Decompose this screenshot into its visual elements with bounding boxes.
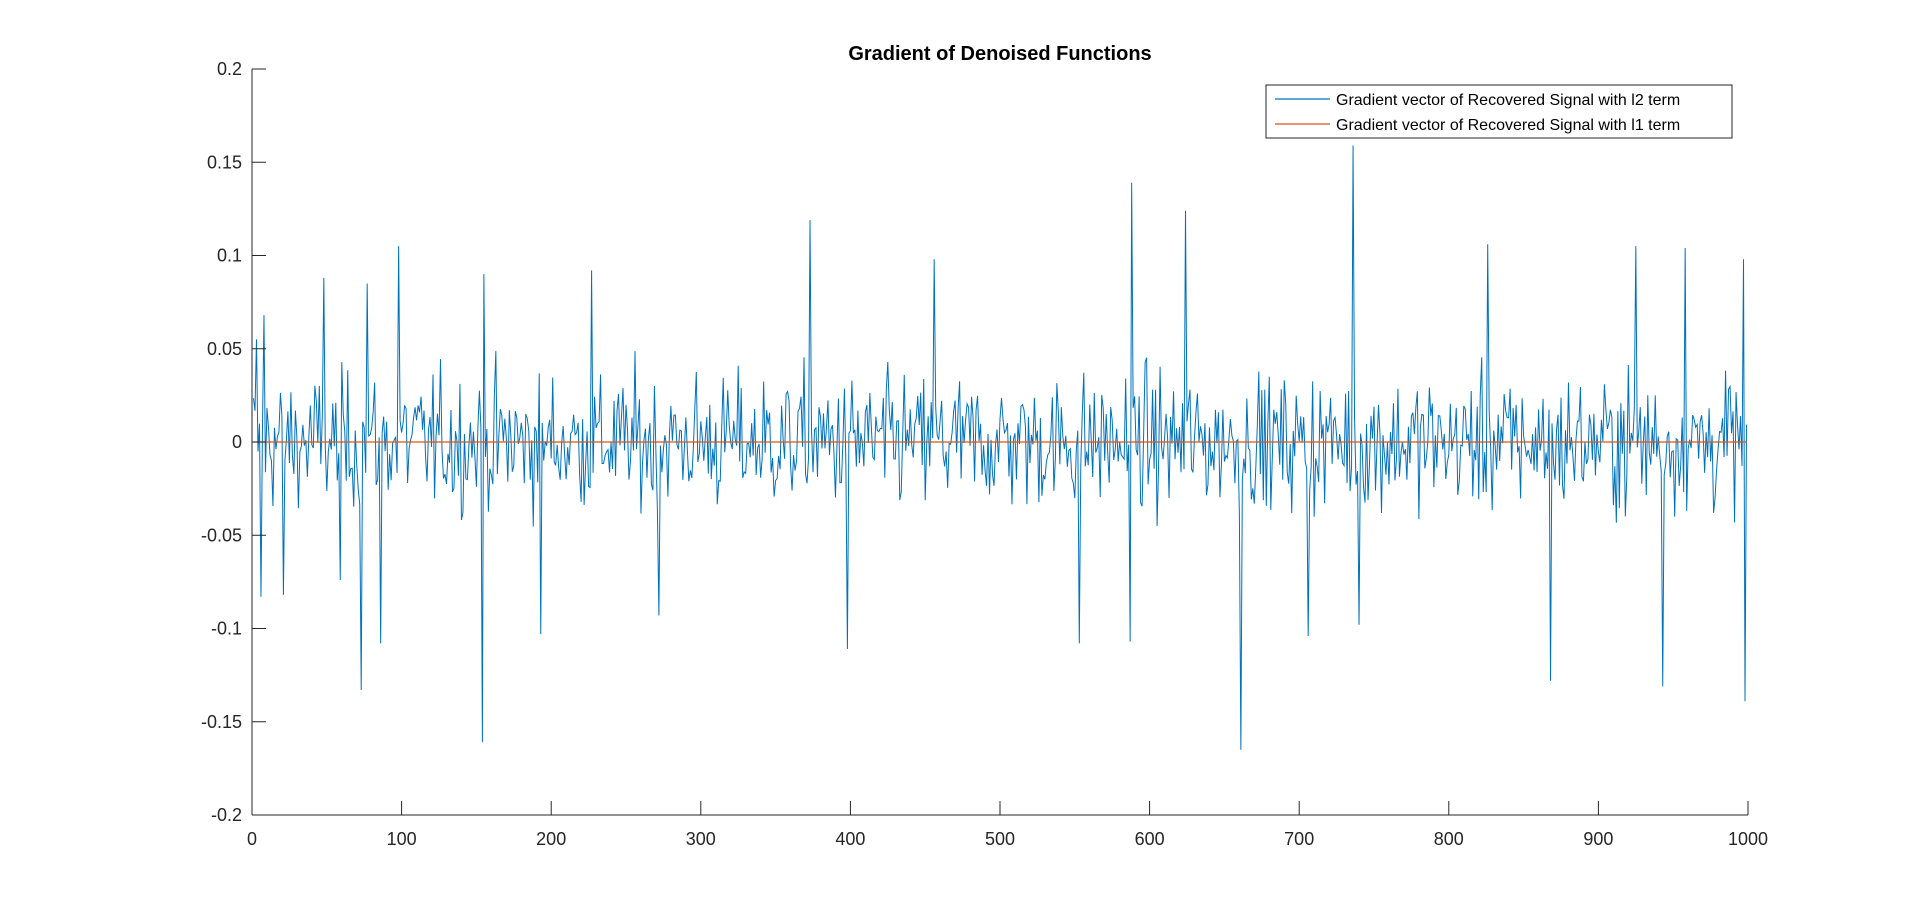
x-tick-label: 400 [835, 829, 865, 849]
x-tick-label: 0 [247, 829, 257, 849]
y-tick-label: -0.1 [211, 619, 242, 639]
y-tick-label: -0.2 [211, 805, 242, 825]
legend: Gradient vector of Recovered Signal with… [1265, 84, 1733, 139]
y-tick-label: 0.1 [217, 246, 242, 266]
legend-label-l1: Gradient vector of Recovered Signal with… [1336, 117, 1680, 134]
series-l2-line [253, 145, 1747, 750]
y-tick-label: 0.2 [217, 59, 242, 79]
x-tick-label: 100 [387, 829, 417, 849]
x-tick-label: 300 [686, 829, 716, 849]
x-tick-label: 600 [1135, 829, 1165, 849]
y-tick-label: -0.05 [201, 525, 242, 545]
y-tick-label: 0.15 [207, 152, 242, 172]
legend-label-l2: Gradient vector of Recovered Signal with… [1336, 92, 1680, 109]
y-tick-label: 0 [232, 432, 242, 452]
legend-box [1265, 84, 1733, 139]
chart-title: Gradient of Denoised Functions [848, 43, 1151, 65]
x-tick-label: 800 [1434, 829, 1464, 849]
x-tick-label: 500 [985, 829, 1015, 849]
series-layer [253, 145, 1747, 750]
x-tick-label: 1000 [1728, 829, 1768, 849]
x-tick-label: 200 [536, 829, 566, 849]
x-tick-label: 700 [1284, 829, 1314, 849]
tick-layer: 0 100 200 300 400 500 600 700 800 900 1000 0.2 0.15 0… [201, 59, 1768, 849]
x-tick-label: 900 [1583, 829, 1613, 849]
y-tick-label: 0.05 [207, 339, 242, 359]
y-tick-label: -0.15 [201, 712, 242, 732]
